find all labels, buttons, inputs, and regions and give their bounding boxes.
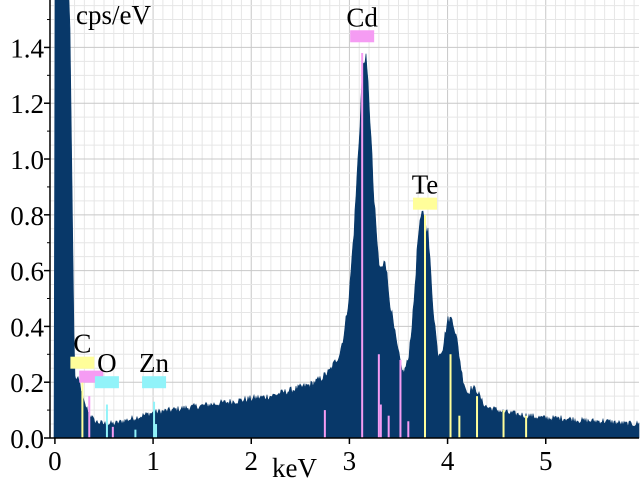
spectrum-area [50, 0, 640, 439]
y-tick-label: 1.2 [10, 89, 44, 119]
y-tick-label: 0.8 [10, 201, 44, 231]
element-label-cd: Cd [346, 2, 378, 32]
axis-ticks: 0.0 0.2 0.4 0.6 0.8 1.0 1.2 1.4 0 1 2 3 4 5 [10, 19, 553, 476]
y-tick-label: 1.4 [10, 33, 44, 63]
x-tick-label: 2 [244, 446, 258, 476]
x-tick-label: 4 [441, 446, 455, 476]
y-tick-label: 0.6 [10, 257, 44, 287]
element-markers: CO Zn Cd Te [70, 2, 439, 389]
element-marker [142, 376, 167, 389]
element-label-o: O [97, 348, 117, 378]
spectrum-series [50, 0, 640, 439]
element-label-te: Te [412, 170, 439, 200]
element-label-zn: Zn [139, 348, 169, 378]
element-marker [412, 197, 437, 210]
y-tick-label: 1.0 [10, 145, 44, 175]
element-lines [81, 53, 528, 438]
y-tick-label: 0.2 [10, 368, 44, 398]
x-tick-label: 1 [146, 446, 160, 476]
x-tick-label: 3 [343, 446, 357, 476]
element-marker [94, 376, 119, 389]
x-tick-label: 0 [48, 446, 62, 476]
element-marker [70, 356, 95, 369]
x-axis-label: keV [272, 453, 317, 480]
y-axis-label: cps/eV [76, 0, 151, 30]
x-tick-label: 5 [539, 446, 553, 476]
element-marker [350, 30, 375, 43]
y-tick-label: 0.0 [10, 424, 44, 454]
element-label-c: C [73, 329, 91, 359]
y-tick-label: 0.4 [10, 312, 44, 342]
plot-frame [49, 0, 639, 439]
